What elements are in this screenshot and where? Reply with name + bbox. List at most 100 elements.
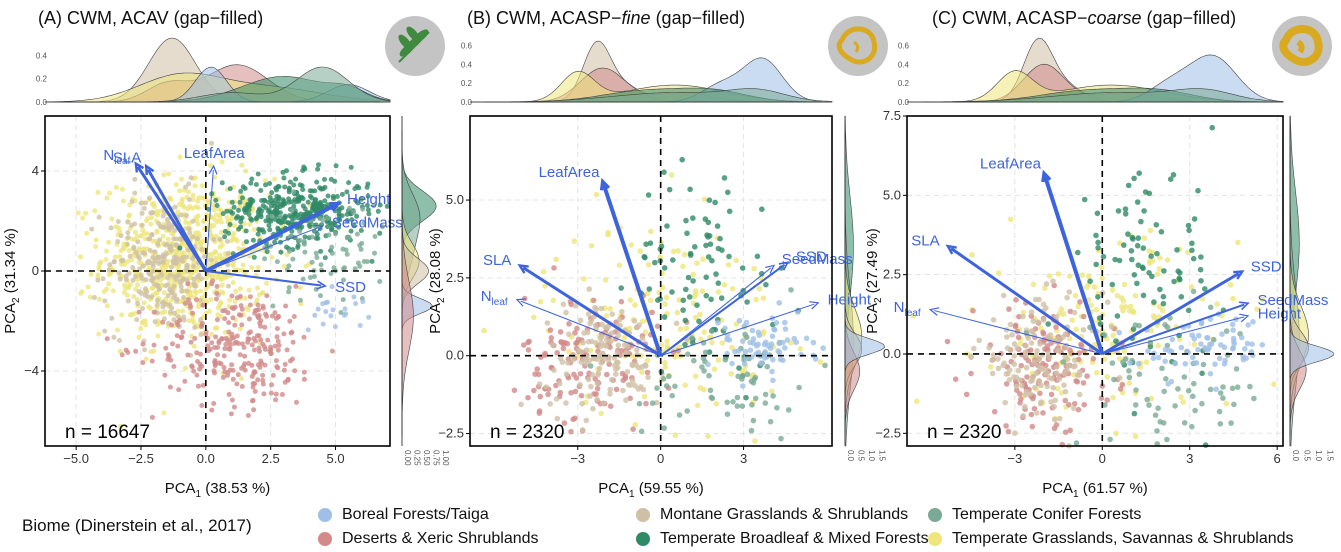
scatter-point (550, 342, 556, 349)
scatter-point (154, 229, 160, 235)
scatter-point (227, 339, 233, 345)
scatter-point (1093, 232, 1099, 239)
scatter-point (254, 285, 260, 291)
scatter-point (275, 225, 281, 231)
scatter-point (208, 297, 214, 303)
scatter-point (511, 387, 518, 394)
scatter-point (1207, 370, 1214, 377)
scatter-point (697, 385, 704, 391)
loading-arrow-head (134, 161, 145, 173)
scatter-point (190, 317, 195, 323)
scatter-point (185, 189, 191, 195)
scatter-point (181, 295, 186, 300)
scatter-point (697, 311, 703, 318)
scatter-point (154, 302, 160, 308)
scatter-point (615, 342, 622, 349)
legend-label-boreal: Boreal Forests/Taiga (342, 506, 489, 523)
top-density-tick: 0.6 (898, 42, 910, 51)
scatter-point (715, 245, 722, 252)
scatter-point (1254, 306, 1260, 313)
scatter-point (260, 381, 266, 387)
scatter-point (1159, 307, 1166, 314)
scatter-point (173, 277, 179, 282)
scatter-point (80, 215, 86, 221)
scatter-point (812, 356, 819, 362)
scatter-point (148, 305, 153, 311)
top-density-tick: 0.4 (461, 60, 473, 69)
scatter-point (229, 293, 235, 299)
scatter-point (587, 393, 593, 399)
x-axis-label: PCA1 (61.57 %) (1042, 480, 1148, 500)
scatter-point (111, 334, 117, 340)
scatter-point (96, 331, 102, 337)
scatter-point (583, 417, 590, 424)
scatter-point (1006, 377, 1013, 383)
scatter-point (1012, 323, 1019, 330)
scatter-point (995, 270, 1002, 276)
scatter-point (154, 290, 160, 296)
scatter-point (1141, 235, 1148, 241)
scatter-point (282, 201, 288, 207)
scatter-point (1067, 308, 1074, 315)
scatter-point (366, 211, 372, 217)
scatter-point (1167, 176, 1174, 182)
scatter-point (1229, 321, 1236, 328)
scatter-point (364, 203, 370, 208)
scatter-point (1109, 360, 1116, 366)
scatter-point (125, 298, 131, 304)
scatter-point (1191, 341, 1198, 348)
scatter-point (1052, 397, 1058, 404)
scatter-point (281, 331, 287, 337)
scatter-point (246, 287, 252, 293)
loading-arrow (205, 226, 320, 272)
scatter-point (190, 192, 196, 198)
scatter-point (142, 347, 148, 353)
scatter-point (301, 240, 307, 246)
scatter-point (169, 230, 175, 236)
scatter-point (346, 180, 352, 186)
scatter-point (125, 230, 131, 236)
scatter-point (251, 407, 257, 413)
scatter-point (123, 347, 129, 353)
legend-key-montane (636, 508, 650, 522)
scatter-point (291, 203, 297, 209)
scatter-point (180, 258, 186, 264)
scatter-point (119, 258, 124, 264)
scatter-point (570, 356, 576, 363)
scatter-point (326, 232, 332, 238)
scatter-point (1011, 341, 1018, 347)
loading-arrow-head (316, 280, 327, 290)
scatter-point (605, 357, 612, 364)
scatter-point (646, 286, 653, 292)
scatter-point (316, 162, 321, 168)
scatter-point (578, 359, 585, 365)
scatter-point (645, 262, 652, 268)
scatter-point (526, 338, 532, 345)
scatter-point (683, 286, 689, 293)
scatter-point (1110, 332, 1116, 339)
scatter-point (1229, 385, 1236, 392)
scatter-point (264, 249, 270, 255)
side-density-tick: 1.0 (867, 450, 876, 462)
scatter-point (1209, 124, 1215, 131)
scatter-point (726, 337, 733, 343)
scatter-point (1150, 355, 1157, 362)
scatter-point (730, 399, 736, 405)
loading-arrow-head (144, 163, 155, 176)
scatter-point (1029, 423, 1036, 430)
scatter-point (115, 327, 120, 333)
scatter-point (117, 229, 123, 234)
scatter-point (1175, 386, 1181, 392)
scatter-point (143, 356, 149, 362)
scatter-point (1154, 250, 1160, 257)
scatter-point (1157, 419, 1163, 425)
scatter-point (267, 195, 273, 201)
scatter-point (991, 408, 998, 415)
scatter-point (216, 360, 222, 366)
figure: (A) CWM, ACAV (gap−filled)0.00.20.40.00 0… (2, 8, 1335, 500)
scatter-point (1113, 338, 1119, 344)
scatter-point (233, 288, 239, 294)
scatter-point (307, 224, 313, 230)
scatter-point (588, 347, 594, 354)
